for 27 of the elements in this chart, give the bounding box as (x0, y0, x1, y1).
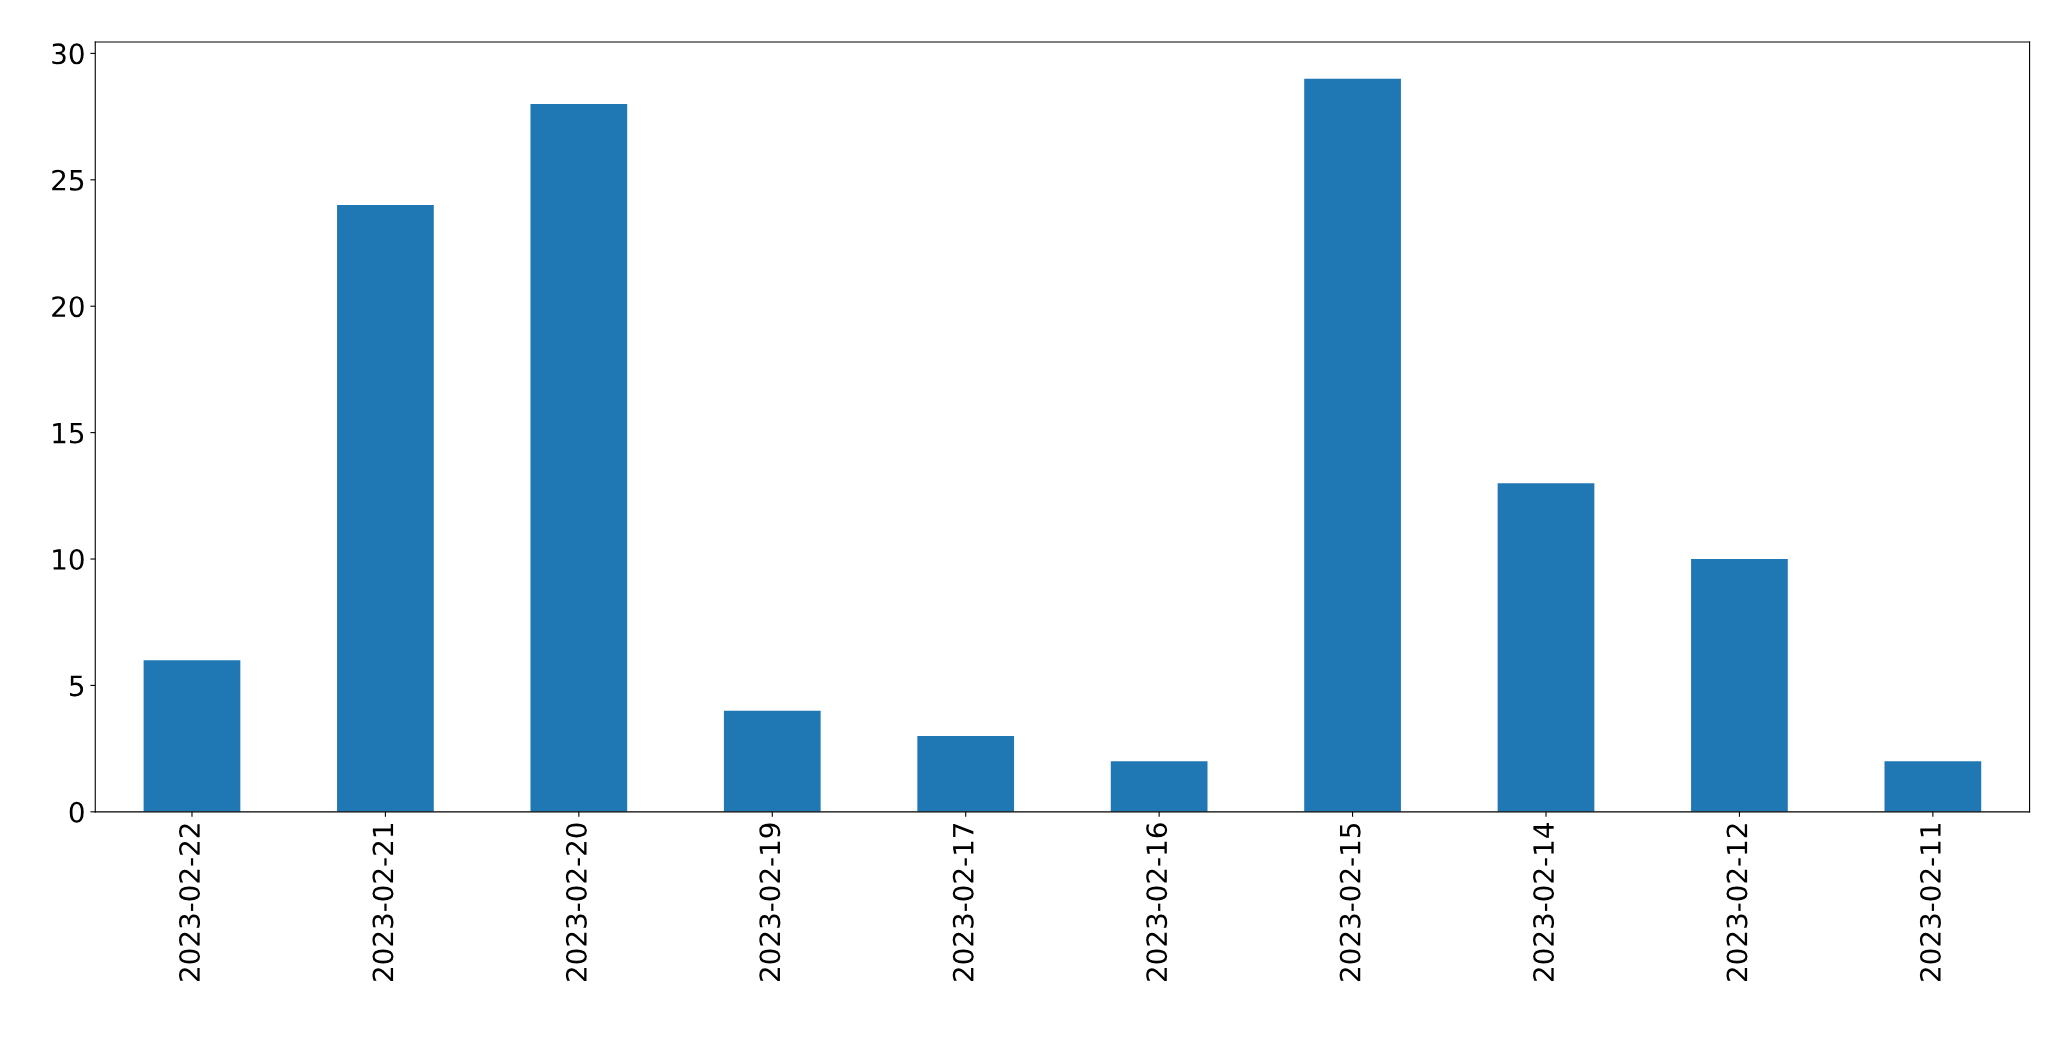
x-tick-label: 2023-02-19 (759, 823, 781, 981)
bar (337, 205, 434, 812)
x-tick-label: 2023-02-20 (565, 823, 587, 981)
y-tick-label: 10 (53, 548, 84, 570)
x-tick-label: 2023-02-17 (952, 823, 974, 981)
x-tick-label: 2023-02-14 (1533, 823, 1555, 981)
x-tick-label: 2023-02-21 (372, 824, 394, 981)
x-tick-label: 2023-02-11 (1919, 824, 1941, 981)
x-tick-label: 2023-02-22 (179, 824, 201, 981)
y-tick-label: 20 (52, 296, 84, 318)
x-tick-label: 2023-02-15 (1339, 823, 1361, 981)
bar (1304, 78, 1401, 812)
bar (1691, 559, 1788, 812)
bar (1110, 761, 1208, 812)
x-tick-label: 2023-02-12 (1726, 824, 1748, 981)
y-tick-label: 0 (69, 801, 84, 823)
y-tick-label: 5 (70, 675, 84, 697)
y-tick-label: 15 (53, 422, 84, 444)
bar (1884, 761, 1982, 812)
y-tick-label: 25 (52, 169, 84, 191)
bar (723, 710, 821, 812)
bar (530, 103, 628, 812)
y-tick-label: 30 (52, 43, 84, 65)
bar (917, 735, 1015, 812)
bar (143, 660, 241, 812)
bar (1497, 483, 1595, 812)
x-tick-label: 2023-02-16 (1146, 823, 1168, 981)
